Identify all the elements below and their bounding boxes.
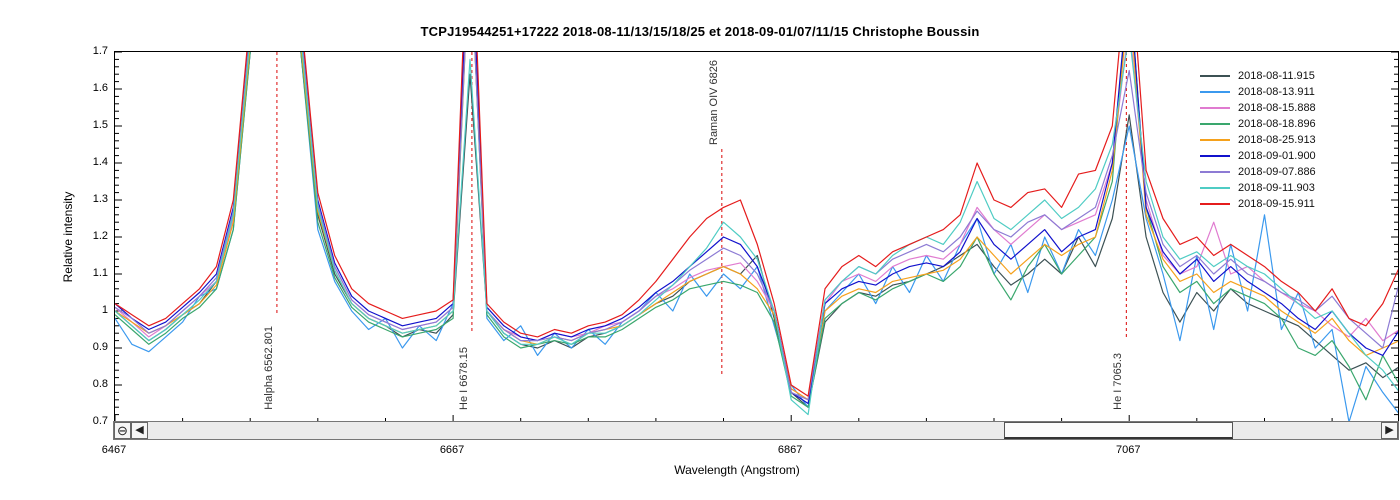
legend: 2018-08-11.915 2018-08-13.911 2018-08-15.8… xyxy=(1196,66,1320,214)
marker-label: Halpha 6562.801 xyxy=(262,326,275,410)
legend-label: 2018-09-15.911 xyxy=(1238,198,1315,210)
legend-swatch xyxy=(1200,107,1230,109)
legend-swatch xyxy=(1200,203,1230,205)
marker-label: He I 7065.3 xyxy=(1112,353,1125,410)
legend-item[interactable]: 2018-08-13.911 xyxy=(1200,84,1316,100)
series-line-2018-09-07.886 xyxy=(115,52,1398,401)
plot-area[interactable]: Halpha 6562.801 He I 6678.15 Raman OIV 682… xyxy=(114,51,1399,423)
legend-swatch xyxy=(1200,171,1230,173)
x-tick-label: 7067 xyxy=(1115,444,1141,456)
zoom-out-icon[interactable]: ⊖ xyxy=(114,422,131,439)
legend-label: 2018-08-25.913 xyxy=(1238,134,1316,146)
y-tick-label: 1.6 xyxy=(92,81,108,94)
x-tick-label: 6467 xyxy=(101,444,127,456)
legend-label: 2018-08-13.911 xyxy=(1238,86,1315,98)
legend-swatch xyxy=(1200,155,1230,157)
legend-item[interactable]: 2018-08-11.915 xyxy=(1200,68,1316,84)
legend-item[interactable]: 2018-09-01.900 xyxy=(1200,148,1316,164)
series-line-2018-09-15.911 xyxy=(115,52,1398,397)
legend-label: 2018-09-07.886 xyxy=(1238,166,1316,178)
scroll-left-icon[interactable]: ◀ xyxy=(131,422,148,439)
scroll-right-icon[interactable]: ▶ xyxy=(1381,422,1398,439)
legend-label: 2018-09-11.903 xyxy=(1238,182,1315,194)
legend-item[interactable]: 2018-08-15.888 xyxy=(1200,100,1316,116)
y-tick-label: 0.8 xyxy=(92,377,108,390)
y-tick-label: 1.1 xyxy=(92,266,108,279)
series-line-2018-09-11.903 xyxy=(115,52,1398,416)
x-tick-label: 6667 xyxy=(439,444,465,456)
spectrum-canvas xyxy=(115,52,1398,422)
series-line-2018-09-01.900 xyxy=(115,52,1398,405)
legend-item[interactable]: 2018-09-11.903 xyxy=(1200,180,1316,196)
legend-label: 2018-08-18.896 xyxy=(1238,118,1316,130)
scrollbar-thumb[interactable] xyxy=(1004,422,1233,439)
page-title: TCPJ19544251+17222 2018-08-11/13/15/18/2… xyxy=(420,24,980,39)
y-tick-label: 0.9 xyxy=(92,340,108,353)
legend-item[interactable]: 2018-09-07.886 xyxy=(1200,164,1316,180)
legend-item[interactable]: 2018-09-15.911 xyxy=(1200,196,1316,212)
legend-swatch xyxy=(1200,187,1230,189)
marker-label: He I 6678.15 xyxy=(457,347,470,410)
y-tick-label: 1.7 xyxy=(92,44,108,57)
legend-swatch xyxy=(1200,75,1230,77)
y-tick-label: 0.7 xyxy=(92,414,108,427)
legend-label: 2018-08-11.915 xyxy=(1238,70,1315,82)
y-tick-label: 1.3 xyxy=(92,192,108,205)
legend-label: 2018-09-01.900 xyxy=(1238,150,1316,162)
x-scrollbar[interactable]: ⊖ ◀ ▶ xyxy=(113,421,1399,440)
y-tick-label: 1.5 xyxy=(92,118,108,131)
legend-label: 2018-08-15.888 xyxy=(1238,102,1316,114)
series-line-2018-08-18.896 xyxy=(115,52,1398,408)
marker-label: Raman OIV 6826 xyxy=(707,60,720,145)
legend-swatch xyxy=(1200,91,1230,93)
legend-item[interactable]: 2018-08-25.913 xyxy=(1200,132,1316,148)
legend-swatch xyxy=(1200,123,1230,125)
legend-swatch xyxy=(1200,139,1230,141)
x-axis-title: Wavelength (Angstrom) xyxy=(674,463,800,477)
y-tick-label: 1 xyxy=(101,303,108,316)
y-tick-label: 1.4 xyxy=(92,155,108,168)
y-tick-label: 1.2 xyxy=(92,229,108,242)
legend-item[interactable]: 2018-08-18.896 xyxy=(1200,116,1316,132)
x-tick-label: 6867 xyxy=(777,444,803,456)
